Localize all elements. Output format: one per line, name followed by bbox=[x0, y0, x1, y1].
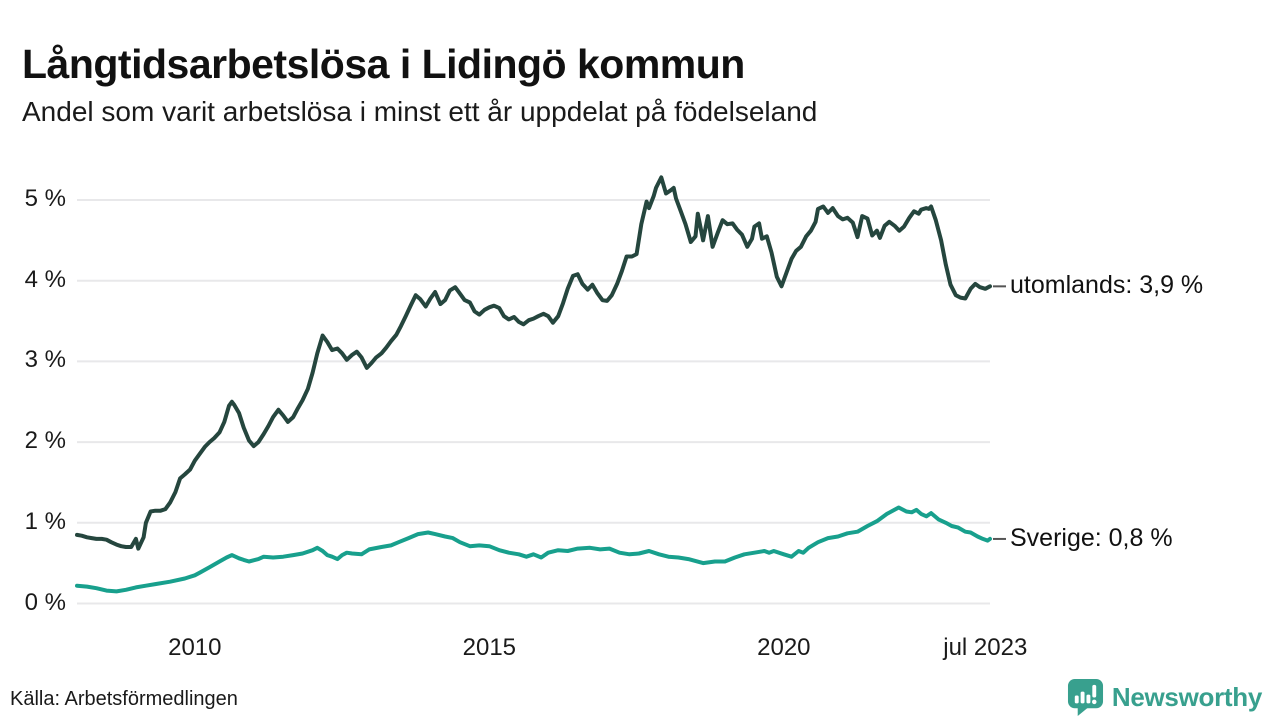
x-axis-tick-label: 2010 bbox=[168, 634, 222, 661]
y-axis-tick-label: 2 % bbox=[24, 427, 66, 455]
chart-subtitle: Andel som varit arbetslösa i minst ett å… bbox=[22, 96, 818, 127]
page-title: Långtidsarbetslösa i Lidingö kommun bbox=[22, 41, 745, 88]
x-axis-tick-label: 2015 bbox=[462, 634, 517, 661]
newsworthy-logo: Newsworthy bbox=[1067, 678, 1262, 717]
series-end-label-utomlands: utomlands: 3,9 % bbox=[1010, 271, 1204, 300]
y-axis-tick-label: 3 % bbox=[24, 346, 66, 374]
y-axis-tick-label: 5 % bbox=[24, 185, 66, 212]
y-axis-tick-label: 1 % bbox=[24, 507, 66, 535]
y-axis-tick-label: 4 % bbox=[24, 265, 66, 293]
newsworthy-chart-bubble-icon bbox=[1067, 678, 1104, 717]
x-axis-tick-label: 2020 bbox=[757, 634, 811, 661]
newsworthy-wordmark: Newsworthy bbox=[1111, 682, 1262, 712]
y-axis-tick-label: 0 % bbox=[24, 588, 66, 616]
x-axis-tick-label: jul 2023 bbox=[943, 634, 1028, 661]
source-note: Källa: Arbetsförmedlingen bbox=[10, 688, 238, 710]
series-line-sverige bbox=[75, 505, 992, 594]
series-end-label-sverige: Sverige: 0,8 % bbox=[1010, 523, 1173, 552]
series-line-utomlands bbox=[75, 175, 992, 551]
